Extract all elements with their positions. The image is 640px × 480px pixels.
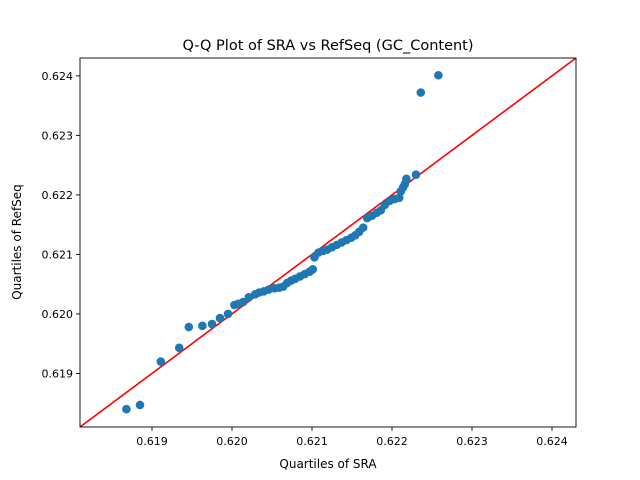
reference-line xyxy=(80,58,576,427)
chart-title: Q-Q Plot of SRA vs RefSeq (GC_Content) xyxy=(182,38,473,54)
data-point xyxy=(434,70,443,80)
x-tick-label: 0.623 xyxy=(456,435,488,448)
y-tick-label: 0.622 xyxy=(42,189,74,202)
data-point xyxy=(122,404,131,414)
x-tick-label: 0.619 xyxy=(136,435,168,448)
plot-frame xyxy=(79,57,577,428)
x-tick-label: 0.622 xyxy=(376,435,408,448)
data-point xyxy=(198,321,207,331)
data-point xyxy=(358,223,368,232)
y-axis: 0.619 0.620 0.621 0.622 0.623 0.624 xyxy=(42,70,80,380)
data-point xyxy=(394,193,404,203)
reference-line-layer xyxy=(80,58,576,427)
points-layer xyxy=(122,70,443,414)
y-tick-label: 0.620 xyxy=(42,308,74,321)
y-tick-label: 0.623 xyxy=(42,129,74,142)
data-point xyxy=(207,319,217,329)
data-point xyxy=(244,292,254,302)
data-point xyxy=(416,88,426,97)
x-tick-label: 0.621 xyxy=(296,435,328,448)
data-point xyxy=(215,313,225,323)
data-point xyxy=(308,264,318,274)
data-point xyxy=(411,170,421,179)
data-point xyxy=(135,400,145,410)
y-tick-label: 0.621 xyxy=(42,248,74,261)
data-point xyxy=(184,322,194,332)
y-axis-label: Quartiles of RefSeq xyxy=(10,184,24,300)
x-axis-label: Quartiles of SRA xyxy=(279,457,377,471)
y-tick-label: 0.624 xyxy=(42,70,74,83)
data-point xyxy=(223,309,233,319)
data-point xyxy=(238,297,248,307)
y-tick-label: 0.619 xyxy=(42,367,74,380)
x-axis: 0.619 0.620 0.621 0.622 0.623 0.624 xyxy=(136,427,568,448)
data-point xyxy=(402,174,411,184)
data-point xyxy=(174,343,184,353)
data-point xyxy=(156,357,166,366)
x-tick-label: 0.624 xyxy=(536,435,568,448)
x-tick-label: 0.620 xyxy=(216,435,248,448)
plot-area xyxy=(79,57,577,428)
